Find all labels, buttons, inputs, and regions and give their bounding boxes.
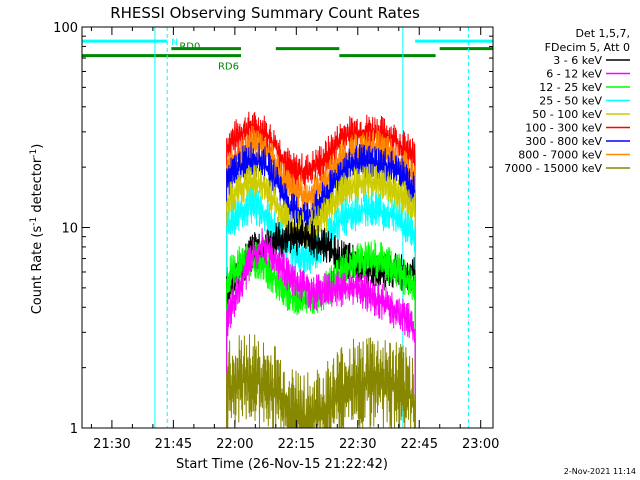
- series-trace-800-7000-kev: [226, 125, 416, 428]
- series-trace-300-800-kev: [226, 142, 416, 428]
- x-tick-label: 22:00: [216, 437, 253, 452]
- legend-label: 6 - 12 keV: [546, 68, 602, 81]
- y-tick-label: 10: [61, 222, 78, 237]
- x-tick-label: 21:45: [155, 437, 192, 452]
- x-tick-label: 21:30: [93, 437, 130, 452]
- x-tick-label: 22:45: [401, 437, 438, 452]
- series-trace-7000-15000-kev: [226, 334, 416, 428]
- series-trace-6-12-kev: [226, 228, 416, 428]
- legend-label: 3 - 6 keV: [553, 54, 602, 67]
- status-label-rd6: RD6: [218, 62, 239, 73]
- footer-date: 2-Nov-2021 11:14: [564, 467, 636, 476]
- status-label-rd0: RD0: [179, 42, 200, 53]
- x-tick-label: 22:15: [278, 437, 315, 452]
- legend-label: 25 - 50 keV: [539, 95, 602, 108]
- legend-label: 100 - 300 keV: [525, 122, 602, 135]
- x-tick-label: 23:00: [462, 437, 499, 452]
- legend-label: 50 - 100 keV: [532, 108, 602, 121]
- legend-label: 800 - 7000 keV: [518, 149, 602, 162]
- y-axis-label: Count Rate (s-1 detector-1): [29, 144, 45, 315]
- legend-label: 7000 - 15000 keV: [504, 162, 602, 175]
- y-tick-label: 100: [53, 21, 78, 36]
- series-trace-50-100-kev: [226, 163, 416, 428]
- series-trace-100-300-kev: [226, 111, 416, 428]
- status-label-n: N: [171, 38, 178, 48]
- legend-label: 300 - 800 keV: [525, 135, 602, 148]
- x-tick-label: 22:30: [339, 437, 376, 452]
- legend-header-line-1: Det 1,5,7,: [575, 27, 630, 40]
- chart-title: RHESSI Observing Summary Count Rates: [110, 4, 420, 22]
- x-axis-label: Start Time (26-Nov-15 21:22:42): [176, 457, 388, 472]
- y-tick-label: 1: [70, 422, 78, 437]
- legend-header-line-2: FDecim 5, Att 0: [545, 41, 630, 54]
- legend-label: 12 - 25 keV: [539, 81, 602, 94]
